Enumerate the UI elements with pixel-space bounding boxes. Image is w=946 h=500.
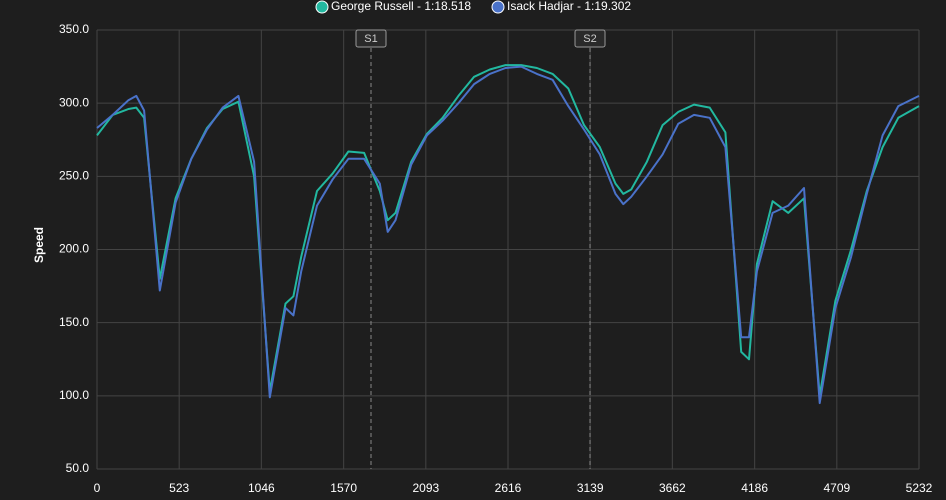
x-tick-label: 4186 — [741, 481, 768, 495]
sector-label: S1 — [364, 33, 377, 45]
series-line — [96, 65, 920, 405]
x-tick-label: 3662 — [659, 481, 686, 495]
x-tick-label: 2093 — [412, 481, 439, 495]
y-tick-label: 200.0 — [59, 242, 89, 256]
x-tick-label: 1570 — [330, 481, 357, 495]
x-tick-label: 4709 — [823, 481, 850, 495]
series-line — [96, 64, 920, 397]
sector-box — [574, 29, 606, 48]
sector-box — [355, 29, 387, 48]
legend-marker[interactable] — [491, 0, 505, 14]
x-tick-label: 2616 — [495, 481, 522, 495]
y-axis-label: Speed — [32, 227, 46, 263]
y-tick-label: 100.0 — [59, 388, 89, 402]
legend-label[interactable]: George Russell - 1:18.518 — [331, 0, 471, 13]
x-tick-label: 3139 — [577, 481, 604, 495]
y-tick-label: 300.0 — [59, 95, 89, 109]
x-tick-label: 5232 — [906, 481, 933, 495]
legend-marker[interactable] — [315, 0, 329, 14]
x-tick-label: 523 — [169, 481, 189, 495]
x-tick-label: 1046 — [248, 481, 275, 495]
y-tick-label: 50.0 — [66, 461, 90, 475]
x-tick-label: 0 — [94, 481, 101, 495]
sector-label: S2 — [583, 33, 596, 45]
y-tick-label: 250.0 — [59, 169, 89, 183]
y-tick-label: 350.0 — [59, 22, 89, 36]
y-tick-label: 150.0 — [59, 315, 89, 329]
legend-label[interactable]: Isack Hadjar - 1:19.302 — [507, 0, 631, 13]
